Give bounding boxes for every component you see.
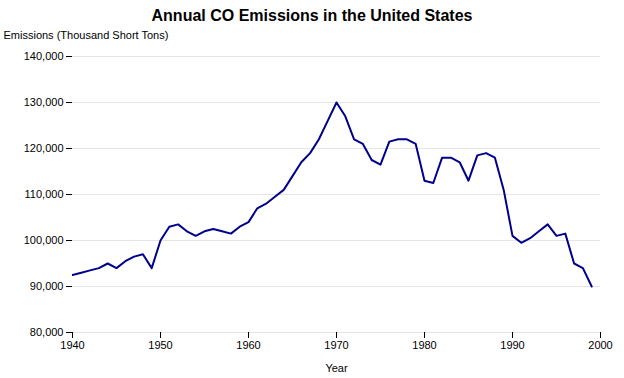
svg-text:140,000: 140,000 [24, 50, 64, 62]
html-text:Annual CO Emissions in the Uni: Annual CO Emissions in the United States [151, 7, 473, 24]
svg-text:Year: Year [325, 362, 348, 374]
svg-text:Emissions (Thousand Short Tons: Emissions (Thousand Short Tons) [4, 29, 169, 41]
svg-text:80,000: 80,000 [30, 326, 64, 338]
svg-text:110,000: 110,000 [25, 188, 64, 200]
svg-text:130,000: 130,000 [24, 96, 64, 108]
svg-text:1990: 1990 [500, 339, 524, 351]
svg-text:1940: 1940 [60, 339, 84, 351]
svg-text:1970: 1970 [324, 339, 348, 351]
svg-text:1950: 1950 [148, 339, 172, 351]
svg-text:120,000: 120,000 [24, 142, 64, 154]
svg-text:1980: 1980 [412, 339, 436, 351]
svg-text:1960: 1960 [236, 339, 260, 351]
svg-text:100,000: 100,000 [24, 234, 64, 246]
svg-text:2000: 2000 [588, 339, 612, 351]
svg-text:90,000: 90,000 [30, 280, 64, 292]
